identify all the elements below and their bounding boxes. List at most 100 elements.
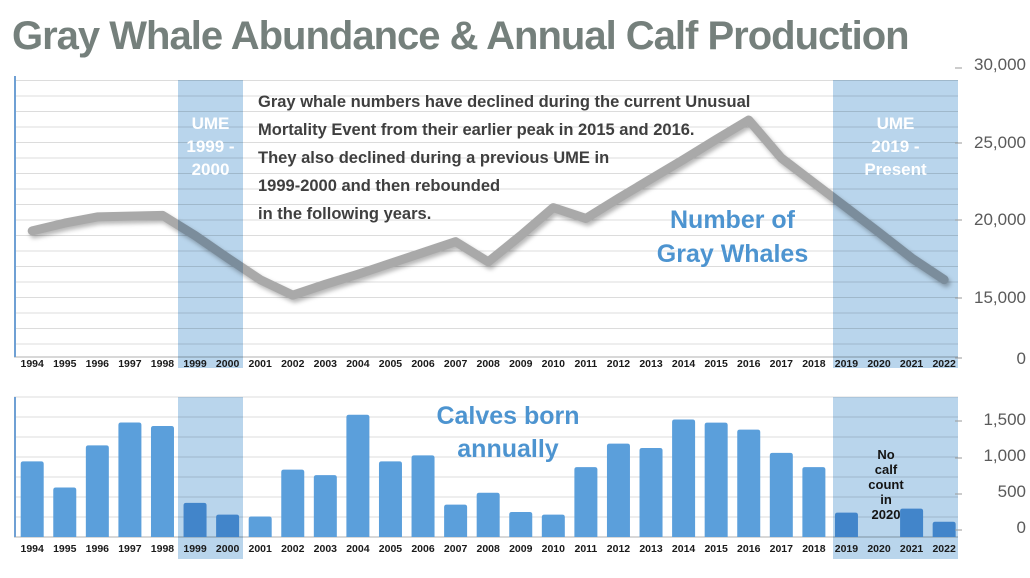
y-axis-value-label: 25,000 <box>974 133 1026 152</box>
series-label-line: Gray Whales <box>656 240 809 268</box>
series-label-line: Number of <box>670 206 795 234</box>
x-axis-year-label: 2004 <box>346 543 370 555</box>
x-axis-year-label: 2016 <box>737 358 761 370</box>
calf-bar <box>509 512 533 537</box>
x-axis-year-label: 2017 <box>769 358 793 370</box>
x-axis-year-label: 1998 <box>150 358 175 370</box>
calf-bar <box>444 504 468 537</box>
x-axis-year-label: 2001 <box>248 358 272 370</box>
series-label-line: Calves born <box>436 402 580 430</box>
calf-bar <box>541 514 565 537</box>
x-axis-year-label: 2000 <box>215 358 240 370</box>
x-axis-year-label: 2019 <box>834 543 859 555</box>
ume-label-line: UME <box>191 114 230 133</box>
x-axis-year-label: 2009 <box>509 543 533 555</box>
x-axis-year-label: 2012 <box>606 358 631 370</box>
number-of-gray-whales-label: Number of Gray Whales <box>620 203 845 271</box>
ume-2019-present-label: UME 2019 - Present <box>833 112 958 181</box>
calf-bar <box>281 469 305 537</box>
x-axis-year-label: 2022 <box>932 543 956 555</box>
x-axis-year-label: 1994 <box>20 543 44 555</box>
y-axis-value-label: 500 <box>997 482 1026 501</box>
calf-bar <box>802 467 826 537</box>
calf-bar <box>737 429 761 537</box>
y-axis-value-label: 0 <box>1016 349 1026 368</box>
x-axis-year-label: 2018 <box>802 543 826 555</box>
note-line: count <box>868 477 904 492</box>
y-axis-value-label: 1,500 <box>983 410 1026 429</box>
x-axis-year-label: 2008 <box>476 358 500 370</box>
x-axis-year-label: 1997 <box>118 543 142 555</box>
x-axis-year-label: 2018 <box>802 358 826 370</box>
y-axis-value-label: 15,000 <box>974 288 1026 307</box>
calf-bar <box>150 425 174 537</box>
x-axis-year-label: 1995 <box>53 358 77 370</box>
series-label-line: annually <box>457 435 559 463</box>
calf-bar <box>378 461 402 537</box>
x-axis-year-label: 2010 <box>541 358 565 370</box>
note-line: calf <box>874 462 898 477</box>
x-axis-year-label: 2005 <box>378 543 403 555</box>
x-axis-year-label: 2022 <box>932 358 956 370</box>
x-axis-year-label: 2012 <box>606 543 631 555</box>
x-axis-year-label: 2001 <box>248 543 272 555</box>
calf-bar <box>574 467 598 537</box>
x-axis-year-label: 2007 <box>443 358 468 370</box>
annotation-line: 1999-2000 and then rebounded <box>258 177 501 195</box>
x-axis-year-label: 1995 <box>53 543 77 555</box>
x-axis-year-label: 2006 <box>411 543 435 555</box>
x-axis-year-label: 1999 <box>183 358 207 370</box>
calf-bar <box>313 475 337 537</box>
x-axis-year-label: 2019 <box>834 358 859 370</box>
calf-bar <box>118 422 142 537</box>
annotation-line: in the following years. <box>258 205 432 223</box>
calf-bar <box>769 452 793 537</box>
x-axis-year-label: 2002 <box>281 543 305 555</box>
calf-bar <box>248 516 272 537</box>
calf-bar <box>639 447 663 537</box>
x-axis-year-label: 1997 <box>118 358 142 370</box>
note-line: in <box>880 492 892 507</box>
x-axis-year-label: 2004 <box>346 358 370 370</box>
calf-bar <box>85 445 109 537</box>
x-axis-year-label: 2011 <box>574 543 598 555</box>
annotation-line: They also declined during a previous UME… <box>258 149 610 167</box>
ume-label-line: 2000 <box>191 160 230 179</box>
y-axis-value-label: 20,000 <box>974 210 1026 229</box>
x-axis-year-label: 2014 <box>671 358 696 370</box>
x-axis-year-label: 2007 <box>443 543 468 555</box>
calf-bar <box>346 414 370 537</box>
x-axis-year-label: 2008 <box>476 543 500 555</box>
x-axis-year-label: 2017 <box>769 543 793 555</box>
x-axis-year-label: 1994 <box>20 358 44 370</box>
ume-band-overlay <box>833 80 958 368</box>
x-axis-year-label: 2020 <box>867 543 891 555</box>
x-axis-year-label: 2021 <box>899 543 924 555</box>
x-axis-year-label: 2003 <box>313 543 337 555</box>
x-axis-year-label: 1996 <box>85 543 109 555</box>
ume-label-line: UME <box>876 114 915 133</box>
x-axis-year-label: 2016 <box>737 543 761 555</box>
calf-bar <box>672 419 696 537</box>
x-axis-year-label: 2006 <box>411 358 435 370</box>
x-axis-year-label: 2011 <box>574 358 598 370</box>
x-axis-year-label: 2010 <box>541 543 565 555</box>
x-axis-year-label: 2002 <box>281 358 305 370</box>
calf-bar <box>411 455 435 537</box>
x-axis-year-label: 2014 <box>671 543 696 555</box>
annotation-line: Gray whale numbers have declined during … <box>258 93 751 111</box>
ume-band-overlay <box>178 397 243 559</box>
page-title: Gray Whale Abundance & Annual Calf Produ… <box>12 14 910 58</box>
calf-bar <box>20 461 44 537</box>
x-axis-year-label: 2013 <box>639 543 663 555</box>
x-axis-year-label: 2015 <box>704 543 728 555</box>
x-axis-year-label: 2005 <box>378 358 403 370</box>
x-axis-year-label: 2020 <box>867 358 891 370</box>
x-axis-year-label: 2015 <box>704 358 728 370</box>
x-axis-year-label: 2003 <box>313 358 337 370</box>
calf-bar <box>53 487 77 537</box>
x-axis-year-label: 1996 <box>85 358 109 370</box>
note-line: 2020 <box>871 507 901 522</box>
